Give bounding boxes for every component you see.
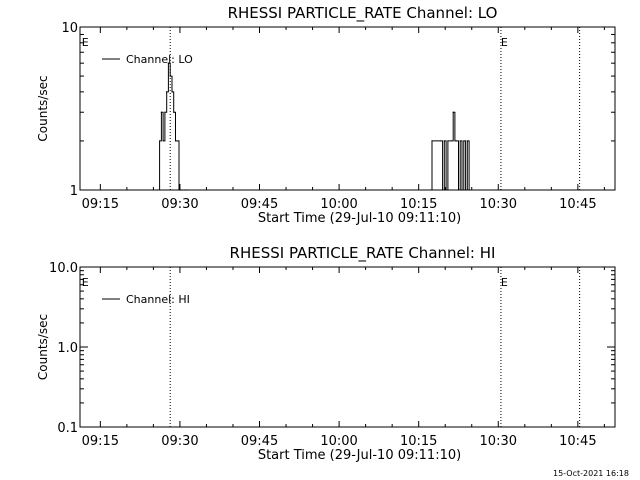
data-point — [167, 62, 170, 64]
x-tick-label: 09:30 — [161, 434, 198, 449]
x-tick-label: 09:15 — [82, 434, 119, 449]
x-tick-label: 10:00 — [320, 197, 357, 212]
data-point — [158, 140, 161, 142]
data-point — [457, 189, 460, 191]
chart-title: RHESSI PARTICLE_RATE Channel: HI — [230, 244, 496, 263]
x-tick-label: 09:45 — [241, 197, 278, 212]
data-point — [173, 111, 175, 113]
data-point — [440, 140, 442, 142]
data-point — [454, 140, 456, 142]
event-marker-label: E — [82, 36, 89, 49]
data-point — [466, 140, 468, 142]
series-line — [157, 62, 470, 191]
data-point — [452, 111, 454, 113]
timestamp-label: 15-Oct-2021 16:18 — [553, 469, 629, 478]
x-tick-label: 10:30 — [480, 434, 517, 449]
data-point — [162, 140, 164, 142]
x-tick-label: 10:45 — [559, 434, 596, 449]
data-point — [183, 189, 185, 191]
x-tick-label: 10:15 — [400, 197, 437, 212]
data-point — [464, 189, 467, 191]
data-point — [185, 189, 187, 191]
x-tick-label: 09:15 — [82, 197, 119, 212]
data-point — [160, 111, 162, 113]
x-tick-label: 10:15 — [400, 434, 437, 449]
y-tick-label: 1.0 — [57, 341, 78, 356]
data-point — [164, 111, 166, 113]
panel-lo: RHESSI PARTICLE_RATE Channel: LO 09:15 09:… — [36, 4, 616, 226]
data-point — [459, 140, 461, 142]
x-axis-label: Start Time (29-Jul-10 09:11:10) — [258, 448, 461, 463]
panel-hi: RHESSI PARTICLE_RATE Channel: HI 09:15 09:… — [36, 244, 616, 463]
data-point — [187, 189, 189, 191]
data-point — [176, 140, 178, 142]
data-point — [174, 140, 177, 142]
y-axis-label: Counts/sec — [36, 314, 50, 380]
x-tick-label: 10:00 — [320, 434, 357, 449]
data-point — [166, 91, 168, 93]
legend-label: Channel: HI — [126, 293, 190, 306]
data-point — [463, 140, 465, 142]
data-point — [178, 189, 180, 191]
data-point — [450, 140, 453, 142]
plot-frame — [79, 266, 616, 428]
data-point — [468, 189, 470, 191]
y-tick-label: 1 — [70, 184, 78, 199]
legend-label: Channel: LO — [126, 53, 193, 66]
data-point — [447, 140, 449, 142]
data-point — [445, 189, 447, 191]
x-tick-label: 09:30 — [161, 197, 198, 212]
x-tick-label: 10:45 — [559, 197, 596, 212]
y-tick-label: 10.0 — [49, 261, 78, 276]
data-point — [443, 140, 445, 142]
chart-title: RHESSI PARTICLE_RATE Channel: LO — [228, 4, 498, 23]
event-marker-label: E — [501, 276, 508, 289]
data-point — [441, 189, 444, 191]
y-tick-label: 10 — [61, 21, 78, 36]
plot-frame — [79, 26, 616, 191]
data-point — [461, 189, 463, 191]
data-point — [431, 140, 433, 142]
data-point — [181, 189, 184, 191]
y-axis-label: Counts/sec — [36, 75, 50, 141]
data-point — [169, 75, 171, 77]
x-tick-label: 10:30 — [480, 197, 517, 212]
data-point — [180, 189, 182, 191]
event-marker-label: E — [82, 276, 89, 289]
event-marker-label: E — [501, 36, 508, 49]
data-point — [456, 140, 458, 142]
data-point — [429, 189, 431, 191]
data-point — [157, 189, 159, 191]
x-axis-label: Start Time (29-Jul-10 09:11:10) — [258, 211, 461, 226]
y-tick-label: 0.1 — [57, 421, 78, 436]
x-tick-label: 09:45 — [241, 434, 278, 449]
data-point — [171, 91, 173, 93]
